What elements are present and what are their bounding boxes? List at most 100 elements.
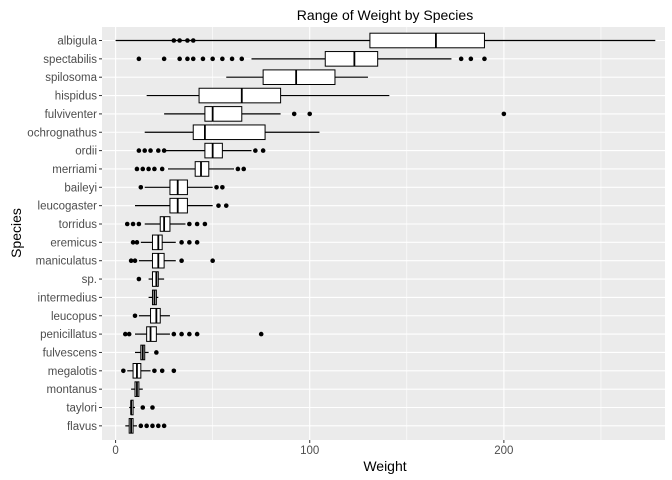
y-tick-label: fulviventer	[45, 109, 98, 121]
outlier-point	[458, 56, 464, 62]
box-group	[135, 197, 229, 214]
outlier-point	[132, 313, 138, 319]
box-group	[121, 363, 177, 379]
outlier-point	[136, 276, 142, 282]
outlier-point	[235, 166, 241, 172]
box-group	[132, 307, 170, 324]
outlier-point	[220, 185, 225, 190]
outlier-point	[200, 56, 206, 62]
y-tick-label: sp.	[82, 274, 97, 286]
box-group	[148, 289, 159, 306]
outlier-point	[194, 331, 200, 337]
y-tick-label: flavus	[67, 421, 97, 433]
box-group	[138, 179, 225, 196]
y-tick-label: leucogaster	[38, 201, 98, 213]
outlier-point	[159, 368, 165, 374]
y-tick-label: spilosoma	[45, 72, 97, 84]
y-tick-label: hispidus	[55, 91, 97, 103]
x-axis-ticks: 0 100 200	[112, 440, 513, 457]
y-tick-label: eremicus	[50, 237, 97, 249]
box	[324, 51, 379, 67]
outlier-point	[134, 166, 140, 172]
outlier-point	[482, 56, 487, 62]
box	[262, 69, 336, 86]
outlier-point	[146, 166, 151, 172]
y-tick-label: penicillatus	[40, 329, 97, 341]
y-tick-label: torridus	[59, 219, 98, 231]
box-group	[136, 271, 165, 287]
outlier-point	[142, 148, 148, 153]
outlier-point	[161, 423, 167, 429]
box-group	[134, 161, 247, 177]
outlier-point	[202, 221, 208, 227]
outlier-point	[148, 148, 153, 153]
y-tick-label: merriami	[52, 164, 97, 176]
x-tick-label: 0	[112, 445, 118, 457]
box-group	[122, 326, 264, 342]
outlier-point	[223, 203, 229, 208]
outlier-point	[177, 56, 182, 62]
y-tick-label: taylori	[66, 403, 97, 415]
outlier-point	[187, 331, 192, 337]
outlier-point	[501, 111, 507, 117]
outlier-point	[241, 166, 247, 172]
box	[146, 326, 157, 342]
outlier-point	[134, 240, 140, 245]
outlier-point	[229, 56, 235, 62]
outlier-point	[144, 423, 149, 429]
outlier-point	[220, 56, 225, 62]
box	[369, 32, 485, 49]
outlier-point	[468, 56, 474, 62]
box-group	[128, 252, 215, 269]
outlier-point	[138, 185, 144, 190]
outlier-point	[124, 221, 130, 227]
outlier-point	[150, 405, 155, 410]
outlier-point	[239, 56, 245, 62]
outlier-point	[130, 221, 136, 227]
box-group	[115, 32, 656, 49]
outlier-point	[190, 56, 196, 62]
box-group	[144, 124, 320, 141]
outlier-point	[258, 331, 264, 337]
y-tick-label: fulvescens	[43, 347, 98, 359]
box-group	[124, 216, 208, 232]
outlier-point	[136, 148, 142, 153]
outlier-point	[194, 240, 200, 245]
outlier-point	[161, 148, 167, 153]
outlier-point	[216, 203, 221, 208]
outlier-point	[171, 38, 177, 43]
chart-title: Range of Weight by Species	[297, 7, 473, 23]
y-tick-label: megalotis	[48, 366, 97, 378]
outlier-point	[210, 258, 215, 264]
outlier-point	[140, 166, 146, 172]
outlier-point	[171, 331, 177, 337]
outlier-point	[140, 405, 146, 410]
outlier-point	[179, 331, 184, 337]
outlier-point	[122, 331, 128, 337]
outlier-point	[190, 38, 196, 43]
outlier-point	[161, 56, 167, 62]
y-tick-label: leucopus	[51, 311, 97, 323]
outlier-point	[154, 350, 159, 355]
outlier-point	[152, 166, 157, 172]
outlier-point	[121, 368, 126, 374]
outlier-point	[132, 258, 138, 264]
outlier-point	[136, 221, 142, 227]
plot-panel	[102, 27, 665, 440]
box-group	[129, 399, 155, 416]
outlier-point	[187, 240, 192, 245]
outlier-point	[150, 423, 155, 429]
box	[169, 197, 188, 214]
outlier-point	[171, 368, 177, 374]
x-tick-label: 200	[494, 445, 513, 457]
box-group	[130, 234, 200, 251]
outlier-point	[214, 185, 219, 190]
box	[169, 179, 188, 196]
box	[192, 124, 266, 141]
box-group	[146, 87, 390, 104]
box	[204, 142, 223, 159]
y-tick-label: ordii	[75, 146, 97, 158]
outlier-point	[156, 423, 161, 429]
x-axis-title: Weight	[363, 458, 406, 474]
